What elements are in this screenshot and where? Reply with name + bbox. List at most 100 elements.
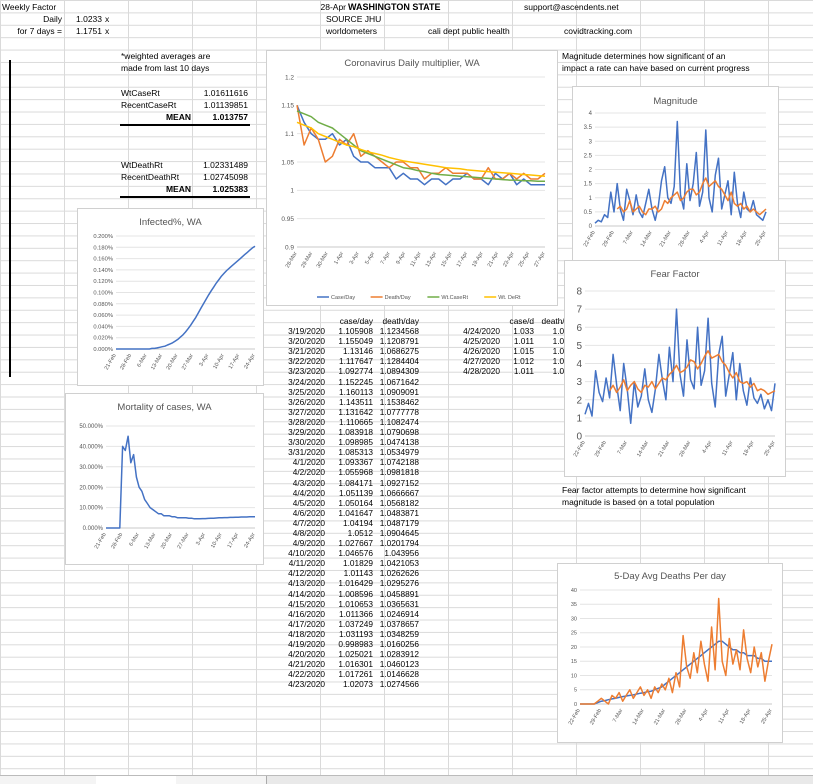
case-cell[interactable]: 1.098985 [338,437,373,448]
date-cell[interactable]: 4/20/2020 [288,649,325,660]
date-cell[interactable]: 3/25/2020 [288,386,325,397]
date-cell[interactable]: 4/13/2020 [288,578,325,589]
date-cell[interactable]: 4/9/2020 [292,538,325,549]
death-cell[interactable]: 1.0742188 [379,457,419,468]
case-cell[interactable]: 1.012 [513,356,534,367]
death-cell[interactable]: 1.0909091 [379,386,419,397]
death-cell[interactable]: 1.1284404 [379,356,419,367]
death-cell[interactable]: 1.0262626 [379,568,419,579]
case-cell[interactable]: 1.105908 [338,326,373,337]
date-cell[interactable]: 4/15/2020 [288,598,325,609]
case-cell[interactable]: 1.093367 [338,457,373,468]
date-cell[interactable]: 4/26/2020 [463,346,500,357]
chart-daily-multiplier[interactable]: Coronavirus Daily multiplier, WA 0.9 0.95… [266,50,558,306]
case-cell[interactable]: 1.017261 [338,669,373,680]
case-cell[interactable]: 1.011 [513,366,534,377]
death-cell[interactable]: 1.0981818 [379,467,419,478]
case-cell[interactable]: 1.092774 [338,366,373,377]
recentdeath-value[interactable]: 1.02745098 [203,172,248,182]
date-cell[interactable]: 3/31/2020 [288,447,325,458]
date-cell[interactable]: 4/6/2020 [292,507,325,518]
date-cell[interactable]: 3/27/2020 [288,406,325,417]
sheet-tab[interactable] [176,776,267,784]
case-cell[interactable]: 1.037249 [338,618,373,629]
death-cell[interactable]: 1.0460123 [379,659,419,670]
date-cell[interactable]: 4/2/2020 [292,467,325,478]
case-cell[interactable]: 1.085313 [338,447,373,458]
date-cell[interactable]: 3/20/2020 [288,336,325,347]
death-cell[interactable]: 1.0160256 [379,639,419,649]
case-cell[interactable]: 1.046576 [338,548,373,559]
mean-case-value[interactable]: 1.013757 [212,112,248,122]
date-cell[interactable]: 3/24/2020 [288,376,325,387]
date-cell[interactable]: 4/18/2020 [288,628,325,639]
date-cell[interactable]: 4/11/2020 [288,558,325,569]
death-cell[interactable]: 1.0421053 [379,558,419,569]
recentcase-value[interactable]: 1.01139851 [203,100,248,110]
wtdeath-value[interactable]: 1.02331489 [203,160,248,170]
case-cell[interactable]: 1.04194 [343,517,373,528]
case-cell[interactable]: 1.083918 [338,427,373,438]
date-cell[interactable]: 4/24/2020 [463,326,500,337]
death-cell[interactable]: 1.0927152 [379,477,419,488]
death-cell[interactable]: 1.0894309 [379,366,419,377]
case-cell[interactable]: 1.025021 [338,649,373,660]
death-cell[interactable]: 1.0348259 [379,628,419,639]
death-cell[interactable]: 1.1208791 [379,336,419,347]
date-cell[interactable]: 4/7/2020 [292,517,325,528]
date-cell[interactable]: 4/14/2020 [288,588,325,599]
date-cell[interactable]: 4/28/2020 [463,366,500,377]
date-cell[interactable]: 4/22/2020 [288,669,325,680]
date-cell[interactable]: 4/5/2020 [292,497,325,508]
case-cell[interactable]: 1.143511 [339,396,373,407]
case-cell[interactable]: 1.027667 [338,538,373,549]
death-cell[interactable]: 1.0246914 [379,608,419,619]
death-cell[interactable]: 1.0790698 [379,427,419,438]
case-cell[interactable]: 1.011366 [339,608,373,619]
case-cell[interactable]: 1.008596 [338,588,373,599]
death-cell[interactable]: 1.043956 [384,548,419,559]
case-cell[interactable]: 1.015 [513,346,534,357]
case-cell[interactable]: 1.031193 [339,628,373,639]
case-cell[interactable]: 1.033 [513,326,534,337]
case-cell[interactable]: 1.160113 [339,386,373,397]
case-cell[interactable]: 1.011 [513,336,534,347]
date-cell[interactable]: 4/25/2020 [463,336,500,347]
death-cell[interactable]: 1.0378657 [379,618,419,629]
case-cell[interactable]: 1.055968 [338,467,373,478]
chart-mortality[interactable]: Mortality of cases, WA 0.000% 10.000% 20.0… [65,393,264,565]
case-cell[interactable]: 1.01143 [343,568,373,579]
case-cell[interactable]: 1.010653 [338,598,373,609]
date-cell[interactable]: 4/19/2020 [288,639,325,649]
death-cell[interactable]: 1.1234568 [379,326,419,337]
death-cell[interactable]: 1.0686275 [379,346,419,357]
case-cell[interactable]: 1.084171 [338,477,373,488]
death-cell[interactable]: 1.0201794 [379,538,419,549]
date-cell[interactable]: 4/23/2020 [288,679,325,690]
date-cell[interactable]: 3/28/2020 [288,416,325,427]
death-cell[interactable]: 1.0295276 [379,578,419,589]
seven-day-value[interactable]: 1.1751 [76,26,102,36]
chart-magnitude[interactable]: Magnitude 0 0.5 1 1.5 2 2.5 3 3.5 4 22-Feb 29-Feb 7… [572,86,779,263]
case-cell[interactable]: 1.131642 [338,406,373,417]
death-cell[interactable]: 1.1082474 [379,416,419,427]
case-cell[interactable]: 1.050164 [338,497,373,508]
wtcase-value[interactable]: 1.01611616 [203,88,248,98]
death-cell[interactable]: 1.0458891 [379,588,419,599]
death-cell[interactable]: 1.0483871 [379,507,419,518]
date-cell[interactable]: 3/26/2020 [288,396,325,407]
date-cell[interactable]: 3/22/2020 [288,356,325,367]
date-cell[interactable]: 4/27/2020 [463,356,500,367]
date-cell[interactable]: 3/21/2020 [288,346,325,357]
case-cell[interactable]: 1.0512 [347,527,373,538]
death-cell[interactable]: 1.0274566 [379,679,419,690]
date-cell[interactable]: 3/29/2020 [288,427,325,438]
death-cell[interactable]: 1.0671642 [379,376,419,387]
case-cell[interactable]: 0.998983 [338,639,373,649]
mean-death-value[interactable]: 1.025383 [212,184,248,194]
date-cell[interactable]: 4/1/2020 [292,457,325,468]
case-cell[interactable]: 1.016429 [338,578,373,589]
death-cell[interactable]: 1.0474138 [379,437,419,448]
case-cell[interactable]: 1.051139 [339,487,373,498]
support-email[interactable]: support@ascendents.net [524,2,619,12]
